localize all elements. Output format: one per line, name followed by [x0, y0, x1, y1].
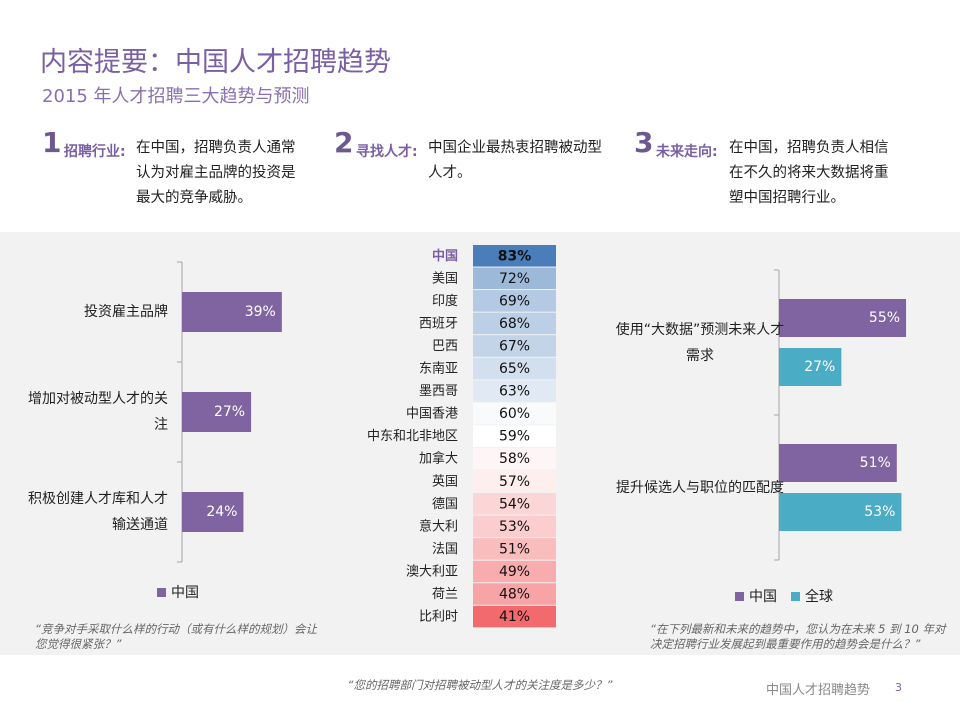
- chart-note: “竞争对手采取什么样的行动（或有什么样的规划）会让您觉得很紧张？”: [35, 622, 317, 651]
- category-label: 积极创建人才库和人才输送通道: [28, 491, 168, 533]
- heat-cell: [473, 357, 556, 380]
- subtitle: 2015 年人才招聘三大趋势与预测: [42, 86, 310, 107]
- value-label: 49%: [499, 564, 530, 580]
- value-label: 53%: [864, 504, 895, 520]
- value-label: 60%: [499, 406, 530, 422]
- value-label: 27%: [214, 404, 245, 420]
- value-label: 58%: [499, 451, 530, 467]
- row-label: 印度: [432, 293, 458, 309]
- heat-cell: [473, 335, 556, 357]
- heat-cell: [473, 312, 556, 335]
- bar: [779, 444, 897, 482]
- row-label: 意大利: [419, 518, 458, 534]
- point-number: 2: [334, 126, 354, 159]
- value-label: 55%: [869, 310, 900, 326]
- point-label: 寻找人才:: [356, 144, 418, 160]
- legend-swatch: [735, 592, 744, 601]
- row-label: 墨西哥: [419, 384, 458, 399]
- point-text: 中国企业最热衷招聘被动型人才。: [428, 140, 602, 181]
- point-label: 未来走向:: [656, 144, 718, 160]
- heat-cell: [473, 515, 556, 538]
- point-text: 在中国，招聘负责人相信在不久的将来大数据将重塑中国招聘行业。: [729, 140, 889, 206]
- value-label: 51%: [499, 541, 530, 557]
- heat-cell: [473, 290, 556, 312]
- title: 内容提要：中国人才招聘趋势: [40, 47, 391, 78]
- row-label: 比利时: [419, 610, 458, 625]
- row-label: 澳大利亚: [406, 563, 458, 579]
- row-label: 巴西: [432, 339, 458, 354]
- legend-label: 全球: [805, 588, 833, 605]
- bar: [182, 392, 252, 432]
- value-label: 83%: [498, 248, 532, 264]
- heat-cell: [473, 402, 556, 425]
- heat-cell: [473, 425, 556, 447]
- value-label: 59%: [499, 429, 530, 445]
- heat-cell: [473, 493, 556, 515]
- value-label: 51%: [860, 455, 891, 471]
- row-label: 荷兰: [432, 587, 458, 602]
- row-label: 西班牙: [419, 316, 458, 331]
- page-number: 3: [895, 681, 902, 694]
- value-label: 67%: [499, 338, 530, 354]
- bar: [182, 292, 282, 332]
- heat-cell: [473, 380, 556, 402]
- heat-cell: [473, 470, 556, 493]
- legend-swatch: [791, 592, 800, 601]
- value-label: 63%: [499, 384, 530, 400]
- heat-cell: [473, 447, 556, 470]
- row-label: 美国: [432, 271, 458, 286]
- chart-note: “在下列最新和未来的趋势中，您认为在未来 5 到 10 年对决定招聘行业发展起到…: [650, 622, 946, 651]
- row-label: 法国: [432, 542, 458, 557]
- heat-cell: [473, 538, 556, 560]
- point-number: 1: [42, 126, 62, 159]
- value-label: 27%: [804, 359, 835, 375]
- point-label: 招聘行业:: [64, 144, 126, 160]
- legend-swatch: [157, 588, 166, 597]
- bar: [779, 299, 907, 337]
- value-label: 69%: [499, 293, 530, 309]
- heat-cell: [473, 605, 556, 628]
- row-label: 德国: [432, 497, 458, 512]
- value-label: 72%: [499, 271, 530, 287]
- point-text: 在中国，招聘负责人通常认为对雇主品牌的投资是最大的竞争威胁。: [136, 140, 296, 206]
- category-label: 使用“大数据”预测未来人才需求: [615, 321, 785, 364]
- value-label: 57%: [499, 474, 530, 490]
- row-label: 中国香港: [406, 407, 458, 422]
- bar: [779, 348, 842, 386]
- value-label: 39%: [245, 304, 276, 320]
- category-label: 增加对被动型人才的关注: [28, 391, 168, 433]
- value-label: 53%: [499, 519, 530, 535]
- value-label: 24%: [206, 504, 237, 520]
- value-label: 48%: [499, 587, 530, 603]
- row-label: 英国: [432, 474, 458, 489]
- heat-cell: [473, 267, 556, 290]
- row-label: 中东和北非地区: [367, 429, 458, 444]
- point-number: 3: [634, 126, 654, 159]
- value-label: 41%: [499, 609, 530, 625]
- row-label: 中国: [432, 248, 458, 264]
- row-label: 加拿大: [419, 451, 458, 467]
- heat-cell: [473, 245, 556, 267]
- legend-label: 中国: [171, 585, 199, 601]
- category-label: 投资雇主品牌: [84, 304, 168, 320]
- value-label: 65%: [499, 361, 530, 377]
- row-label: 东南亚: [419, 361, 458, 377]
- value-label: 68%: [499, 316, 530, 332]
- chart-note: “您的招聘部门对招聘被动型人才的关注度是多少？”: [347, 678, 613, 692]
- bar: [182, 492, 244, 532]
- legend-label: 中国: [749, 589, 777, 605]
- heat-cell: [473, 583, 556, 605]
- footer-title: 中国人才招聘趋势: [766, 683, 871, 698]
- value-label: 54%: [499, 496, 530, 512]
- bar: [779, 493, 902, 531]
- heat-cell: [473, 560, 556, 583]
- category-label: 提升候选人与职位的匹配度: [616, 479, 784, 496]
